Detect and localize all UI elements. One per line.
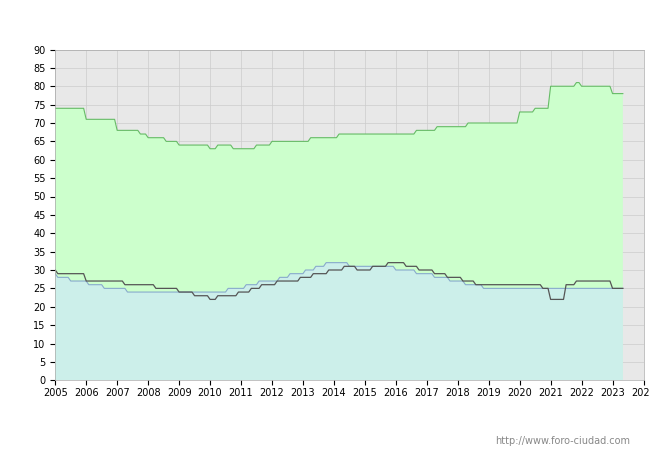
Text: Montclar - Evolucion de la poblacion en edad de Trabajar Mayo de 2024: Montclar - Evolucion de la poblacion en …: [76, 17, 574, 31]
Text: http://www.foro-ciudad.com: http://www.foro-ciudad.com: [495, 436, 630, 446]
